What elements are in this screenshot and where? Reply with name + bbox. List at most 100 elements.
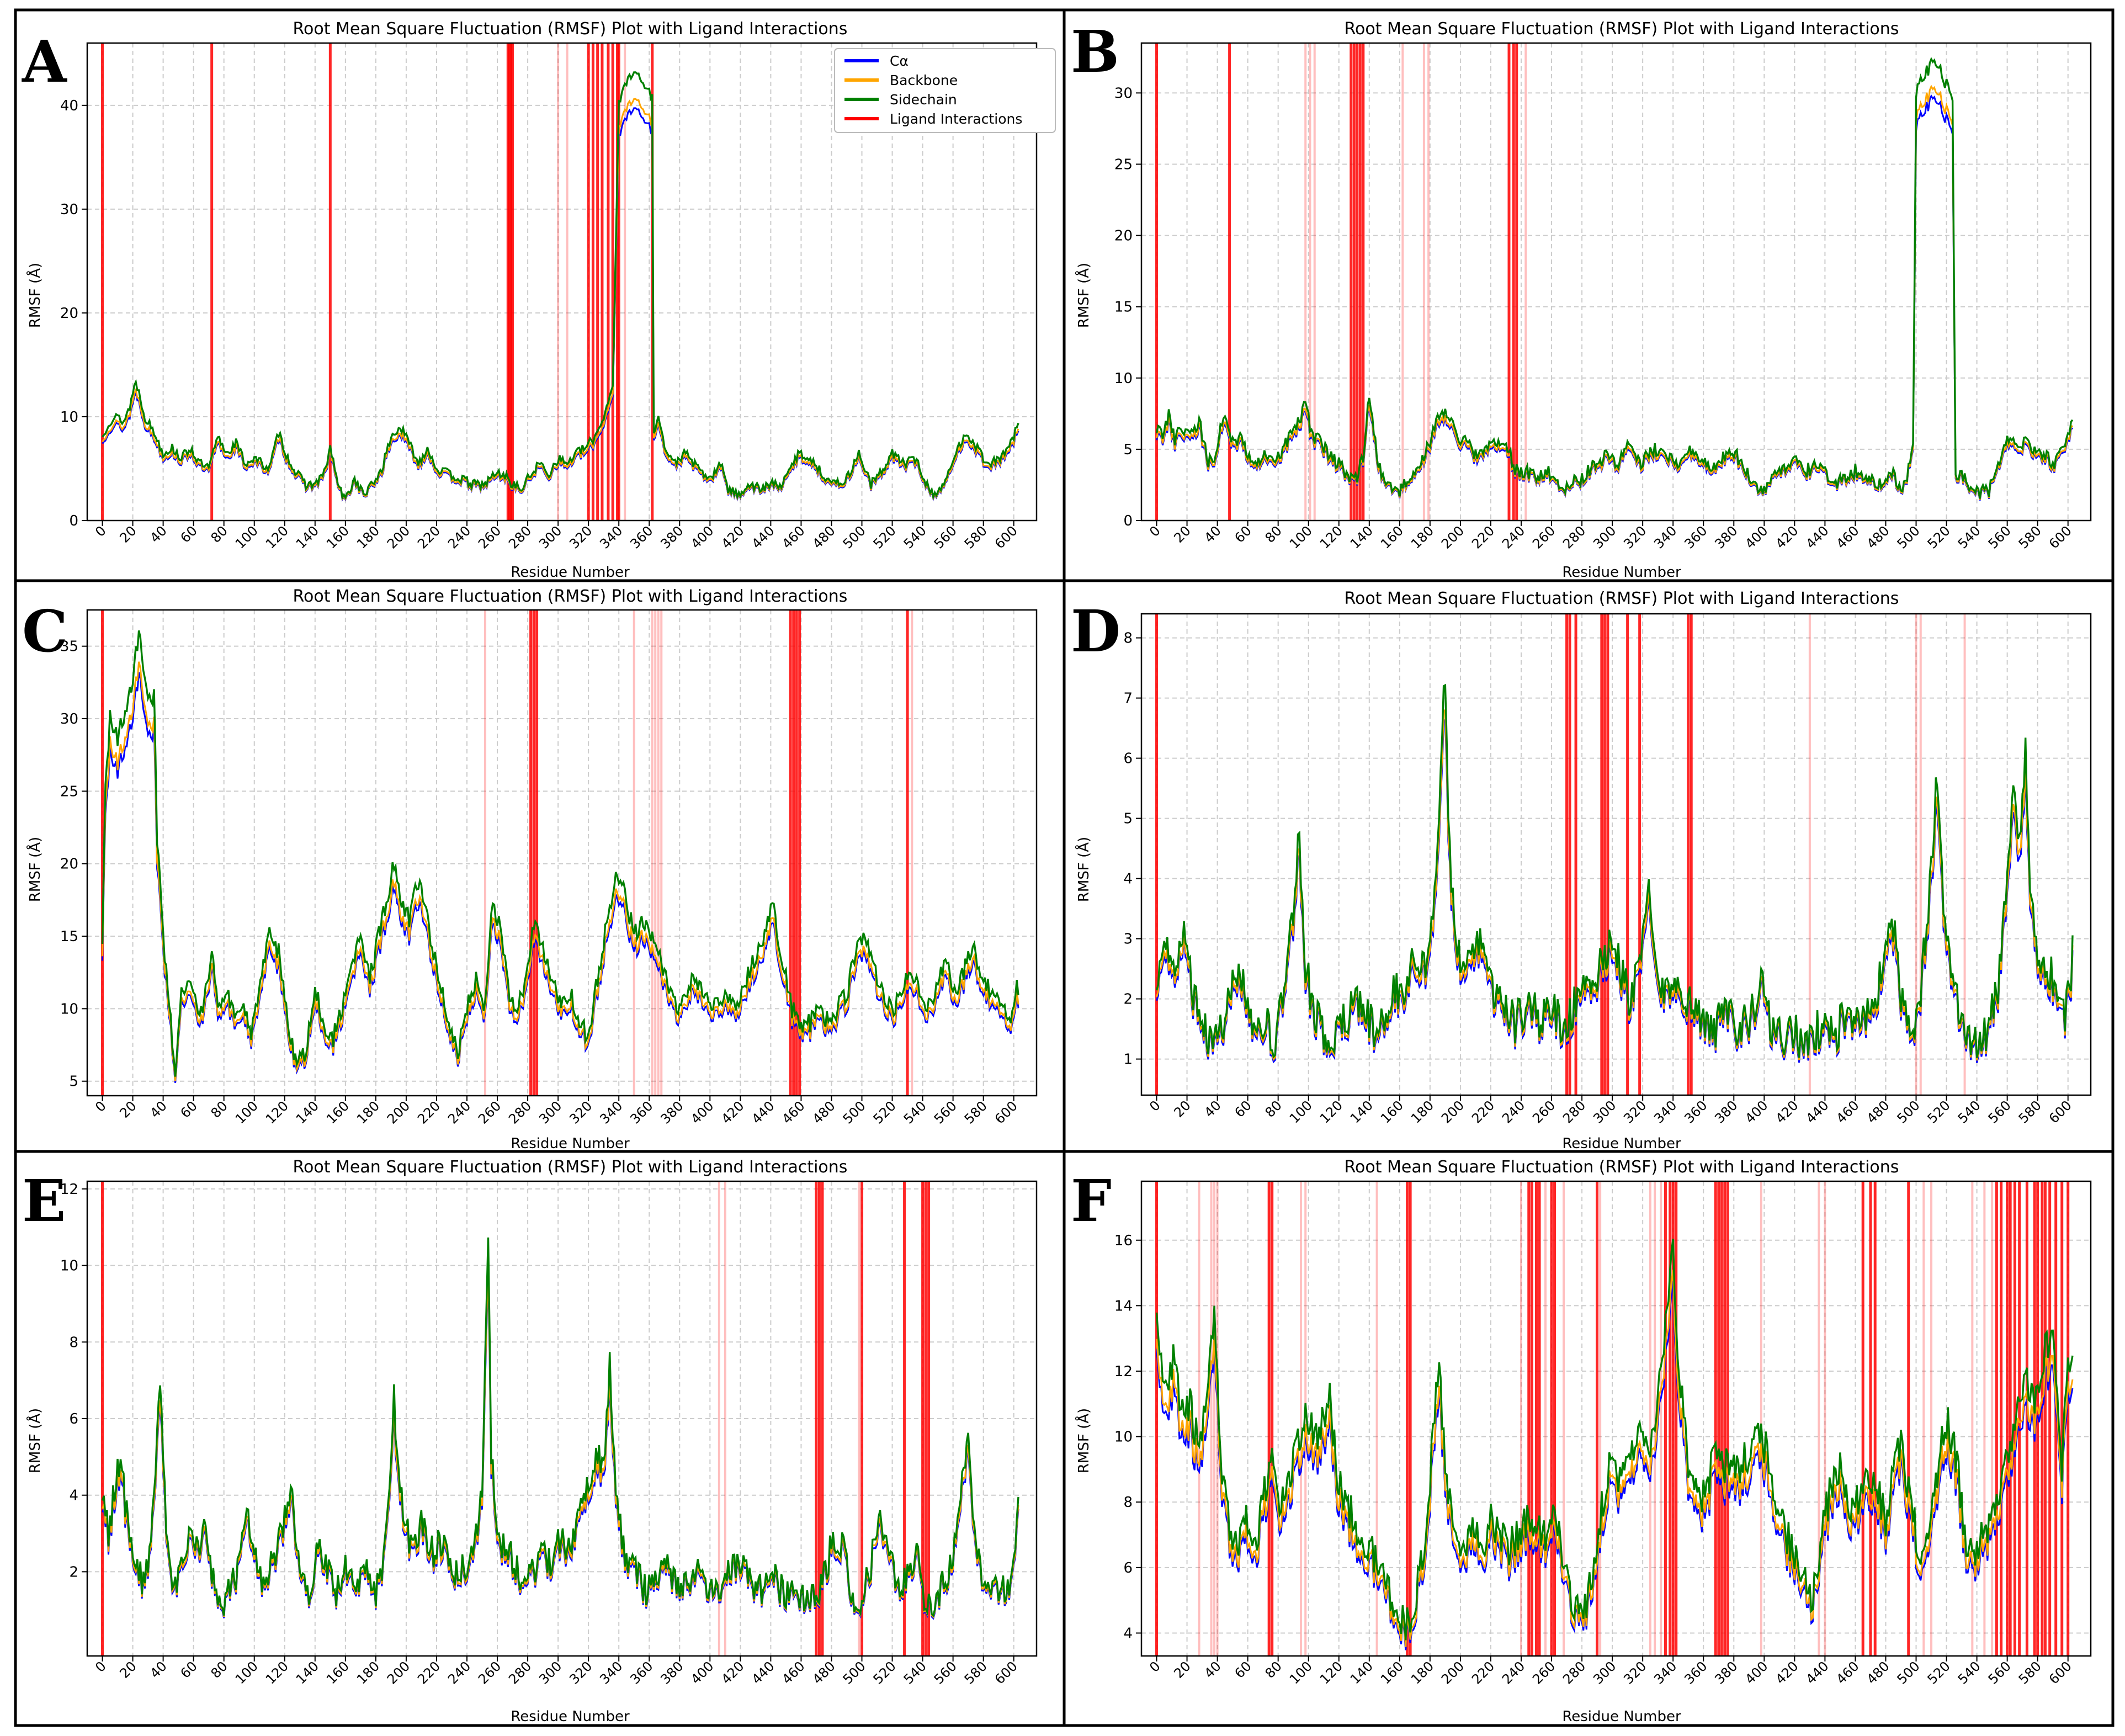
- ligand-interaction-band-faint: [566, 43, 569, 521]
- ligand-interaction-band: [2060, 1181, 2064, 1656]
- ligand-interaction-band: [1720, 1181, 1723, 1656]
- ligand-interaction-band: [1717, 1181, 1720, 1656]
- panel-a-letter: A: [22, 28, 67, 95]
- ligand-interaction-band: [506, 43, 509, 521]
- y-tick-label: 16: [1114, 1233, 1133, 1249]
- ligand-interaction-band: [924, 1181, 927, 1656]
- ligand-interaction-band: [1406, 1181, 1409, 1656]
- y-tick-label: 8: [1123, 1494, 1133, 1511]
- ligand-interaction-band: [1512, 43, 1515, 521]
- y-tick-label: 30: [60, 711, 78, 728]
- ligand-interaction-band: [1638, 614, 1641, 1095]
- ligand-interaction-band: [860, 1181, 864, 1656]
- ligand-interaction-band-faint: [1599, 1181, 1602, 1656]
- ligand-interaction-band: [1723, 1181, 1726, 1656]
- y-tick-label: 12: [60, 1181, 78, 1198]
- ligand-interaction-band: [903, 1181, 906, 1656]
- ligand-interaction-band: [1350, 43, 1353, 521]
- ligand-interaction-band: [798, 610, 801, 1096]
- series-line-backbone: [102, 661, 1019, 1081]
- ligand-interaction-band-faint: [1213, 1181, 1216, 1656]
- panel-b-xlabel: Residue Number: [1562, 564, 1681, 581]
- ligand-interaction-band: [821, 1181, 824, 1656]
- series-line-backbone: [1156, 1270, 2074, 1647]
- ligand-interaction-band-faint: [1649, 1181, 1651, 1656]
- ligand-interaction-band-faint: [1808, 614, 1811, 1095]
- ligand-interaction-band: [1907, 1181, 1910, 1656]
- y-tick-label: 20: [60, 305, 78, 322]
- y-tick-label: 10: [60, 1258, 78, 1275]
- y-tick-label: 5: [69, 1074, 78, 1090]
- panel-c-title: Root Mean Square Fluctuation (RMSF) Plot…: [293, 587, 848, 606]
- series-line-sidechain: [102, 71, 1019, 501]
- panel-d-xlabel: Residue Number: [1562, 1135, 1681, 1152]
- ligand-interaction-band-faint: [1824, 1181, 1826, 1656]
- panel-f: F Root Mean Square Fluctuation (RMSF) Pl…: [1062, 1150, 2115, 1727]
- ligand-interaction-band: [596, 43, 599, 521]
- ligand-interaction-band-faint: [660, 610, 663, 1096]
- ligand-interaction-band-faint: [1210, 1181, 1213, 1656]
- ligand-interaction-band: [611, 43, 614, 521]
- y-tick-label: 7: [1123, 691, 1133, 707]
- y-tick-label: 10: [60, 409, 78, 426]
- ligand-interaction-band-faint: [1983, 1181, 1986, 1656]
- ligand-interaction-band: [2013, 1181, 2016, 1656]
- ligand-interaction-band: [1409, 1181, 1412, 1656]
- series-line-calpha: [1156, 1281, 2074, 1650]
- ligand-interaction-band-faint: [1375, 1181, 1378, 1656]
- ligand-interaction-band: [1535, 1181, 1538, 1656]
- y-tick-label: 1: [1123, 1052, 1133, 1068]
- ligand-interaction-band-faint: [1309, 43, 1311, 521]
- ligand-interaction-band-faint: [718, 1181, 720, 1656]
- ligand-interaction-band-faint: [911, 610, 913, 1096]
- y-tick-label: 30: [1114, 85, 1133, 102]
- ligand-interaction-band: [1271, 1181, 1274, 1656]
- panel-e-title: Root Mean Square Fluctuation (RMSF) Plot…: [293, 1158, 848, 1177]
- ligand-interaction-band-faint: [633, 610, 635, 1096]
- y-tick-label: 10: [1114, 1429, 1133, 1446]
- series-line-sidechain: [1155, 683, 2074, 1059]
- y-tick-label: 0: [1123, 513, 1133, 529]
- ligand-interaction-band: [2033, 1181, 2036, 1656]
- ligand-interaction-band-faint: [484, 610, 487, 1096]
- ligand-interaction-band-faint: [624, 43, 626, 521]
- panel-e-letter: E: [22, 1167, 66, 1235]
- ligand-interaction-band: [906, 610, 909, 1096]
- ligand-interaction-band-faint: [1930, 1181, 1933, 1656]
- axes-frame: [86, 609, 1038, 1097]
- series-line-backbone: [102, 98, 1019, 501]
- y-tick-label: 10: [60, 1001, 78, 1017]
- ligand-interaction-band: [789, 610, 792, 1096]
- panel-a-legend: Cα Backbone Sidechain Ligand Interaction…: [834, 48, 1056, 133]
- ligand-interaction-band: [2066, 1181, 2070, 1656]
- panel-f-ylabel: RMSF (Å): [1075, 1408, 1092, 1473]
- ligand-interaction-band: [1600, 614, 1603, 1095]
- legend-calpha-label: Cα: [890, 53, 909, 69]
- ligand-interaction-band-faint: [1991, 1181, 1994, 1656]
- ligand-interaction-band: [1596, 1181, 1599, 1656]
- panel-d-letter: D: [1071, 597, 1120, 665]
- y-tick-label: 0: [69, 513, 78, 529]
- ligand-interaction-band-faint: [1660, 1181, 1662, 1656]
- ligand-interaction-band-faint: [1304, 43, 1307, 521]
- ligand-interaction-band: [2025, 1181, 2028, 1656]
- ligand-interaction-band: [1550, 1181, 1553, 1656]
- axes-frame: [1140, 1180, 2092, 1657]
- ligand-interaction-band: [587, 43, 590, 521]
- ligand-interaction-band-faint: [1520, 1181, 1522, 1656]
- y-tick-label: 20: [1114, 228, 1133, 245]
- ligand-interaction-band-faint: [1563, 1181, 1565, 1656]
- ligand-interaction-band: [921, 1181, 925, 1656]
- panel-a-xlabel: Residue Number: [511, 564, 630, 581]
- ligand-interaction-band: [1228, 43, 1231, 521]
- ligand-interaction-band: [591, 43, 594, 521]
- ligand-interaction-band-faint: [1654, 1181, 1656, 1656]
- y-tick-label: 8: [1123, 630, 1133, 647]
- ligand-interaction-band-faint: [1198, 1181, 1200, 1656]
- ligand-interaction-band: [1267, 1181, 1271, 1656]
- panel-f-border: [1062, 1150, 2115, 1727]
- ligand-interaction-band: [1675, 1181, 1678, 1656]
- ligand-interaction-band: [615, 43, 619, 521]
- ligand-interaction-band: [511, 43, 514, 521]
- y-tick-label: 8: [69, 1334, 78, 1351]
